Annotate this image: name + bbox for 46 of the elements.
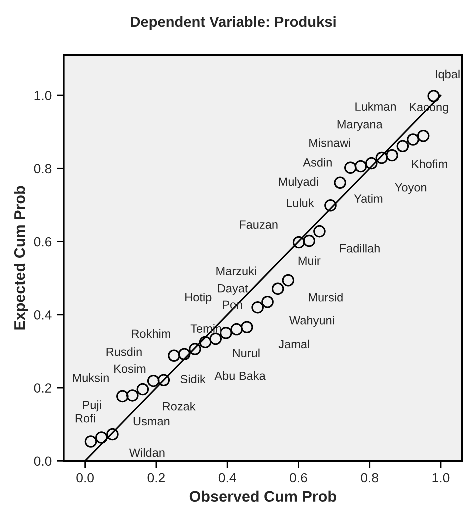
x-tick-label: 0.2 <box>148 473 165 483</box>
y-tick-label: 0.4 <box>34 310 52 320</box>
y-tick-label: 1.0 <box>34 91 52 100</box>
annotation: Luluk <box>287 198 314 208</box>
annotation: Abu Baka <box>214 372 266 380</box>
y-tick-label: 0.6 <box>34 237 52 247</box>
annotation: Jamal <box>278 340 310 349</box>
annotation: Wahyuni <box>290 316 334 328</box>
annotation: Puji <box>83 400 102 412</box>
annotation: Nurul <box>233 348 260 358</box>
annotation: Dayat <box>218 284 248 296</box>
annotation: Muir <box>298 256 321 266</box>
annotation: Khofim <box>412 160 448 168</box>
annotation: Yoyon <box>395 184 427 194</box>
annotation: Misnawi <box>310 138 350 148</box>
annotation: Maryana <box>338 120 383 132</box>
annotation: Yatim <box>354 194 383 204</box>
y-tick-label: 0.2 <box>34 384 52 393</box>
annotation: Marzuki <box>216 266 256 276</box>
x-tick-label: 0.4 <box>218 473 236 483</box>
y-tick-label: 0.0 <box>34 456 52 466</box>
y-tick-label: 0.8 <box>34 164 52 174</box>
annotation: Rokhim <box>132 329 170 338</box>
annotation: Mulyadi <box>279 177 318 188</box>
annotation: Asdin <box>303 158 332 167</box>
chart-title: Dependent Variable: Produksi <box>131 16 336 30</box>
annotation: Fauzan <box>240 220 278 230</box>
annotation: Sidik <box>180 374 206 384</box>
y-axis-title: Expected Cum Prob <box>14 186 28 330</box>
annotation: Kosim <box>114 364 146 374</box>
annotation: Lukman <box>356 102 396 112</box>
annotation: Mursid <box>309 293 343 302</box>
annotation: Usman <box>134 417 170 426</box>
x-tick-label: 0.8 <box>361 473 378 483</box>
annotation: Rofi <box>76 414 96 423</box>
x-tick-label: 0.0 <box>76 473 94 483</box>
annotation: Iqbal <box>436 70 460 81</box>
x-axis-title: Observed Cum Prob <box>190 490 336 502</box>
x-tick-label: 1.0 <box>432 473 450 483</box>
x-tick-label: 0.6 <box>290 473 308 483</box>
annotation: Wildan <box>129 448 165 458</box>
annotation: Rusdin <box>106 348 142 356</box>
annotation: Muksin <box>73 374 109 382</box>
annotation: Hotip <box>186 292 212 304</box>
annotation: Rozak <box>163 402 196 411</box>
annotation: Fadillah <box>340 244 380 253</box>
